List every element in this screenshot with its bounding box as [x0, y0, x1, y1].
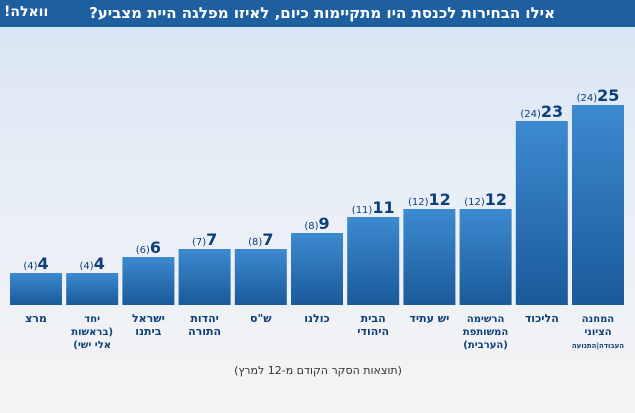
previous-value-label: (8): [248, 237, 262, 248]
data-label-10: (24)25: [577, 86, 620, 105]
value-label: 23: [541, 102, 563, 121]
category-label-2-line-1: ביתנו: [135, 325, 162, 338]
value-label: 9: [319, 214, 330, 233]
previous-value-label: (6): [136, 245, 150, 256]
category-label-9-line-0: הליכוד: [525, 312, 559, 325]
data-label-1: (4)4: [80, 254, 105, 273]
category-label-4-line-0: ש"ס: [250, 312, 272, 325]
value-label: 12: [429, 190, 451, 209]
category-label-10-line-0: המחנה: [582, 314, 614, 325]
data-label-3: (7)7: [192, 230, 217, 249]
data-label-2: (6)6: [136, 238, 161, 257]
bar-8: [459, 209, 512, 305]
value-label: 7: [206, 230, 217, 249]
value-label: 4: [94, 254, 105, 273]
bar-10: [572, 105, 624, 305]
chart-title: אילו הבחירות לכנסת היו מתקיימות כיום, לא…: [89, 4, 555, 22]
category-label-8-line-1: המשותפת: [463, 327, 508, 338]
value-label: 6: [150, 238, 161, 257]
value-label: 7: [262, 230, 273, 249]
value-label: 4: [38, 254, 49, 273]
data-label-6: (11)11: [352, 198, 395, 217]
category-label-8-line-2: (הערבית): [463, 340, 508, 351]
category-label-10-line-2: העבודה|התנועה: [572, 342, 624, 351]
bar-6: [347, 217, 400, 305]
category-label-8-line-0: הרשימה: [467, 314, 505, 325]
previous-value-label: (7): [192, 237, 206, 248]
category-label-7-line-0: יש עתיד: [409, 312, 449, 325]
category-label-3-line-1: התורה: [188, 325, 221, 338]
data-label-9: (24)23: [520, 102, 563, 121]
previous-value-label: (12): [464, 197, 485, 208]
category-label-2-line-0: ישראל: [132, 312, 165, 325]
category-label-6-line-1: היהודי: [357, 325, 389, 338]
footnote: (תוצאות הסקר הקודם מ-12 למרץ): [234, 364, 402, 377]
category-label-5-line-0: כולנו: [304, 312, 329, 325]
bar-5: [291, 233, 343, 305]
bar-4: [234, 249, 287, 305]
bar-1: [66, 273, 119, 305]
previous-value-label: (11): [352, 205, 373, 216]
category-label-10-line-1: הציוני: [584, 327, 611, 338]
category-label-1-line-0: יחד: [84, 314, 100, 325]
value-label: 12: [485, 190, 507, 209]
category-label-1-line-1: (בראשות: [71, 327, 113, 338]
previous-value-label: (4): [23, 261, 37, 272]
category-label-0-line-0: מרצ: [25, 312, 47, 325]
previous-value-label: (24): [520, 109, 541, 120]
previous-value-label: (12): [408, 197, 429, 208]
category-label-3-line-0: יהדות: [190, 312, 219, 325]
data-label-8: (12)12: [464, 190, 507, 209]
value-label: 25: [597, 86, 619, 105]
category-label-6-line-0: הבית: [361, 312, 386, 325]
data-label-0: (4)4: [23, 254, 48, 273]
bar-2: [122, 257, 175, 305]
value-label: 11: [372, 198, 394, 217]
previous-value-label: (24): [577, 93, 598, 104]
category-label-1-line-2: אלי ישי): [73, 340, 111, 351]
previous-value-label: (8): [304, 221, 318, 232]
data-label-4: (8)7: [248, 230, 273, 249]
walla-logo[interactable]: וואלה!: [4, 4, 49, 20]
bar-0: [10, 273, 62, 305]
data-label-7: (12)12: [408, 190, 451, 209]
data-label-5: (8)9: [304, 214, 329, 233]
previous-value-label: (4): [80, 261, 94, 272]
header-bar: וואלה! אילו הבחירות לכנסת היו מתקיימות כ…: [0, 0, 635, 27]
bar-7: [403, 209, 456, 305]
bar-3: [178, 249, 231, 305]
bar-9: [515, 121, 568, 305]
